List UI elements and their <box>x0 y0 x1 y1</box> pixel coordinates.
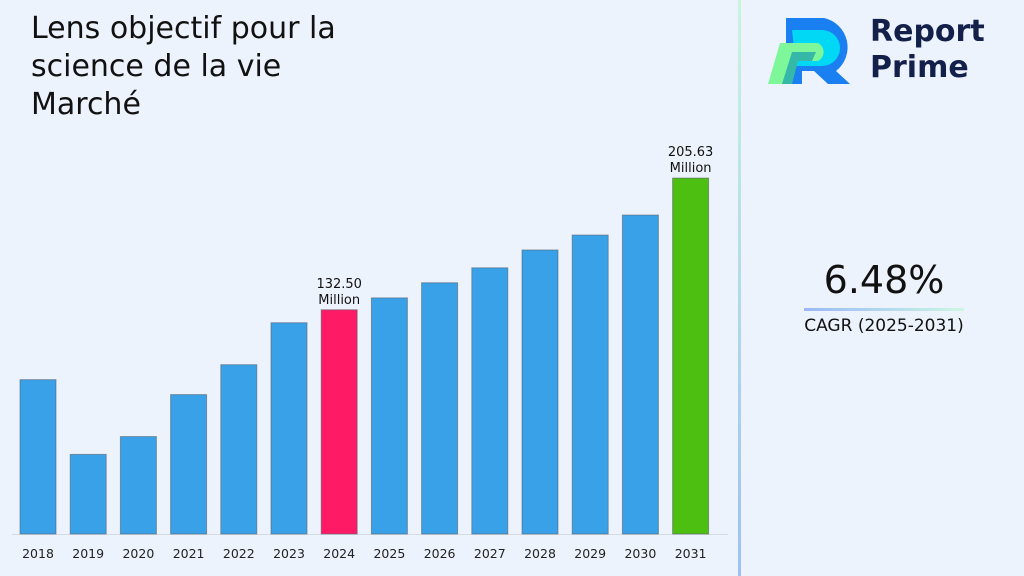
x-tick-label: 2020 <box>122 546 154 561</box>
cagr-label: CAGR (2025-2031) <box>804 316 964 336</box>
bar-2022 <box>220 364 258 535</box>
data-label-2031: 205.63 <box>668 145 714 160</box>
x-tick-label: 2018 <box>22 546 54 561</box>
bar-2024 <box>320 309 358 535</box>
bar-2025 <box>370 297 408 535</box>
bar-2018 <box>19 379 57 535</box>
logo-line2: Prime <box>870 50 969 85</box>
x-tick-label: 2028 <box>524 546 556 561</box>
x-tick-label: 2021 <box>173 546 205 561</box>
x-tick-label: 2030 <box>624 546 656 561</box>
page-title: Lens objectif pour la science de la vie … <box>31 11 336 122</box>
logo-text: Report Prime <box>870 14 985 86</box>
bar-2030 <box>621 214 659 535</box>
data-label-2024: Million <box>318 293 360 308</box>
cagr-underline <box>804 308 964 311</box>
x-tick-label: 2023 <box>273 546 305 561</box>
bar-2027 <box>471 267 509 535</box>
report-prime-logo-icon <box>768 18 850 84</box>
divider <box>738 0 741 576</box>
x-tick-label: 2022 <box>223 546 255 561</box>
x-tick-label: 2025 <box>373 546 405 561</box>
bar-chart: 2018 2019 2020 2021 2022 2023 2024132.50Millio… <box>12 145 728 561</box>
x-tick-label: 2024 <box>323 546 355 561</box>
x-tick-label: 2027 <box>474 546 506 561</box>
bar-2028 <box>521 249 559 535</box>
bar-2019 <box>69 453 107 535</box>
logo-line1: Report <box>870 14 985 49</box>
data-label-2024: 132.50 <box>316 277 362 292</box>
bar-2023 <box>270 322 308 535</box>
bar-2026 <box>421 282 459 535</box>
bar-2029 <box>571 234 609 535</box>
x-tick-label: 2031 <box>675 546 707 561</box>
x-tick-label: 2026 <box>424 546 456 561</box>
x-tick-label: 2019 <box>72 546 104 561</box>
bar-2021 <box>170 394 208 535</box>
bar-2031 <box>672 177 710 535</box>
x-tick-label: 2029 <box>574 546 606 561</box>
bar-2020 <box>119 436 157 535</box>
cagr-value: 6.48% <box>823 258 945 302</box>
data-label-2031: Million <box>670 161 712 176</box>
